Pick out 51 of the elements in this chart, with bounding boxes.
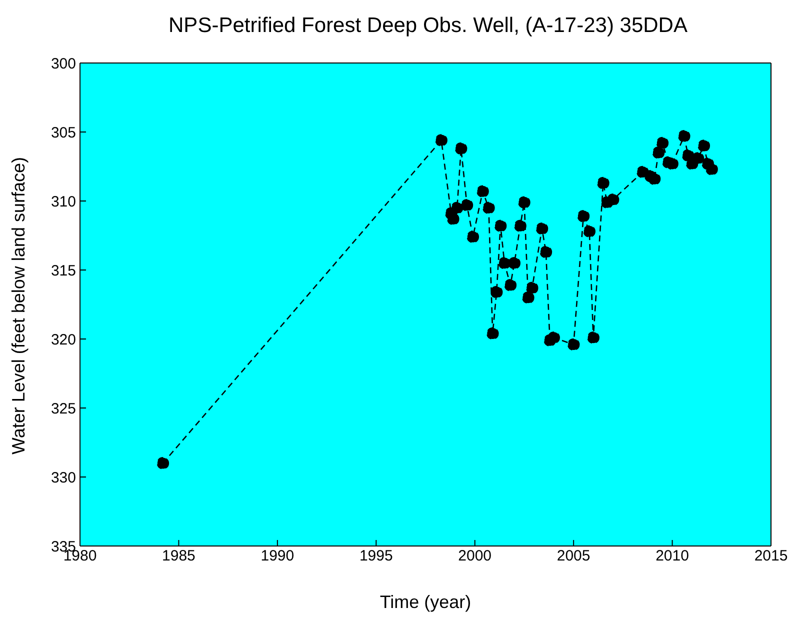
y-tick-label: 300 xyxy=(50,55,76,72)
point xyxy=(508,256,520,270)
point xyxy=(454,142,468,155)
point xyxy=(540,246,552,258)
point xyxy=(435,134,448,146)
point xyxy=(536,222,548,235)
point xyxy=(460,198,474,212)
y-tick-label: 325 xyxy=(50,400,76,418)
point xyxy=(577,210,590,222)
point xyxy=(666,158,678,170)
point xyxy=(498,256,511,270)
point xyxy=(698,140,710,152)
point xyxy=(706,163,718,176)
point xyxy=(522,291,534,304)
point xyxy=(648,172,661,186)
x-tick-label: 2010 xyxy=(656,548,689,565)
x-tick-label: 2005 xyxy=(556,548,590,565)
point xyxy=(587,331,600,344)
point xyxy=(656,136,669,150)
point xyxy=(450,202,464,214)
point xyxy=(482,202,495,214)
x-tick-label: 1990 xyxy=(260,548,294,565)
point xyxy=(518,196,530,209)
point xyxy=(597,176,610,190)
y-tick-label: 320 xyxy=(50,331,76,348)
y-tick-label: 305 xyxy=(50,124,76,142)
y-tick-label: 315 xyxy=(50,262,76,280)
point xyxy=(514,220,526,232)
point xyxy=(583,225,596,238)
point xyxy=(652,146,665,159)
x-tick-label: 1995 xyxy=(359,548,393,565)
y-tick-label: 330 xyxy=(50,469,76,486)
x-tick-label: 1985 xyxy=(162,548,196,565)
point xyxy=(526,282,538,294)
point xyxy=(476,185,489,198)
point xyxy=(466,230,480,244)
y-axis-title: Water Level (feet below land surface) xyxy=(8,157,28,454)
x-axis-title: Time (year) xyxy=(380,592,472,612)
x-tick-label: 2015 xyxy=(754,548,788,565)
x-tick-label: 2000 xyxy=(458,548,492,565)
point xyxy=(504,279,517,292)
point xyxy=(486,327,499,340)
point xyxy=(156,457,170,470)
point xyxy=(490,286,503,298)
point xyxy=(678,130,690,142)
y-tick-label: 310 xyxy=(50,193,76,210)
point xyxy=(494,220,507,232)
point xyxy=(606,193,620,206)
point xyxy=(567,338,580,351)
point xyxy=(548,331,560,344)
chart-title: NPS-Petrified Forest Deep Obs. Well, (A-17-23) 35DDA xyxy=(168,13,688,39)
